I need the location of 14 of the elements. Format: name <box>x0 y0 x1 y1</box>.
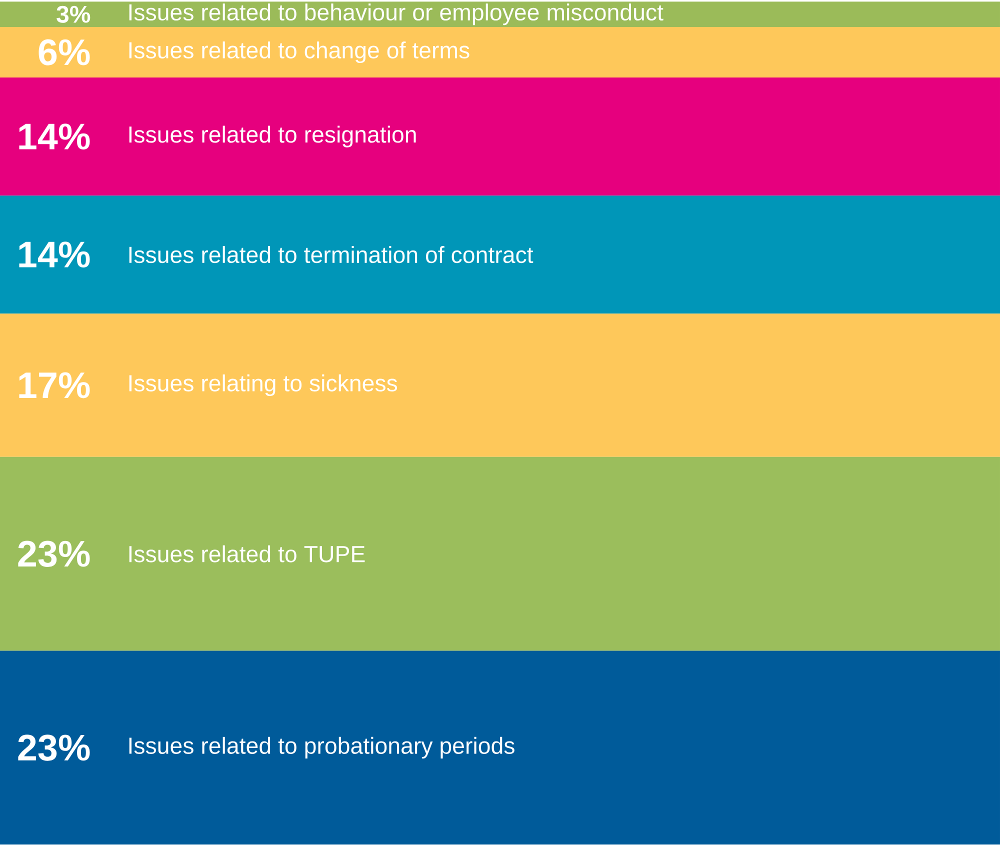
data-label: 23% <box>18 734 90 762</box>
data-label: 3% <box>56 6 90 24</box>
series-label: Issues related to behaviour or employee misconduct <box>129 4 664 26</box>
series-label: Issues related to probationary periods <box>129 737 514 759</box>
data-label: 17% <box>19 372 90 398</box>
series-label: Issues related to resignation <box>129 126 416 148</box>
series-label: Issues related to TUPE <box>129 545 365 563</box>
data-label: 23% <box>18 540 90 568</box>
series-label: Issues related to termination of contract <box>129 246 534 264</box>
data-label: 6% <box>38 39 90 66</box>
data-label: 14% <box>19 124 90 150</box>
series-label: Issues relating to sickness <box>129 374 398 396</box>
data-label: 14% <box>19 242 90 268</box>
series-label: Issues related to change of terms <box>129 42 470 64</box>
